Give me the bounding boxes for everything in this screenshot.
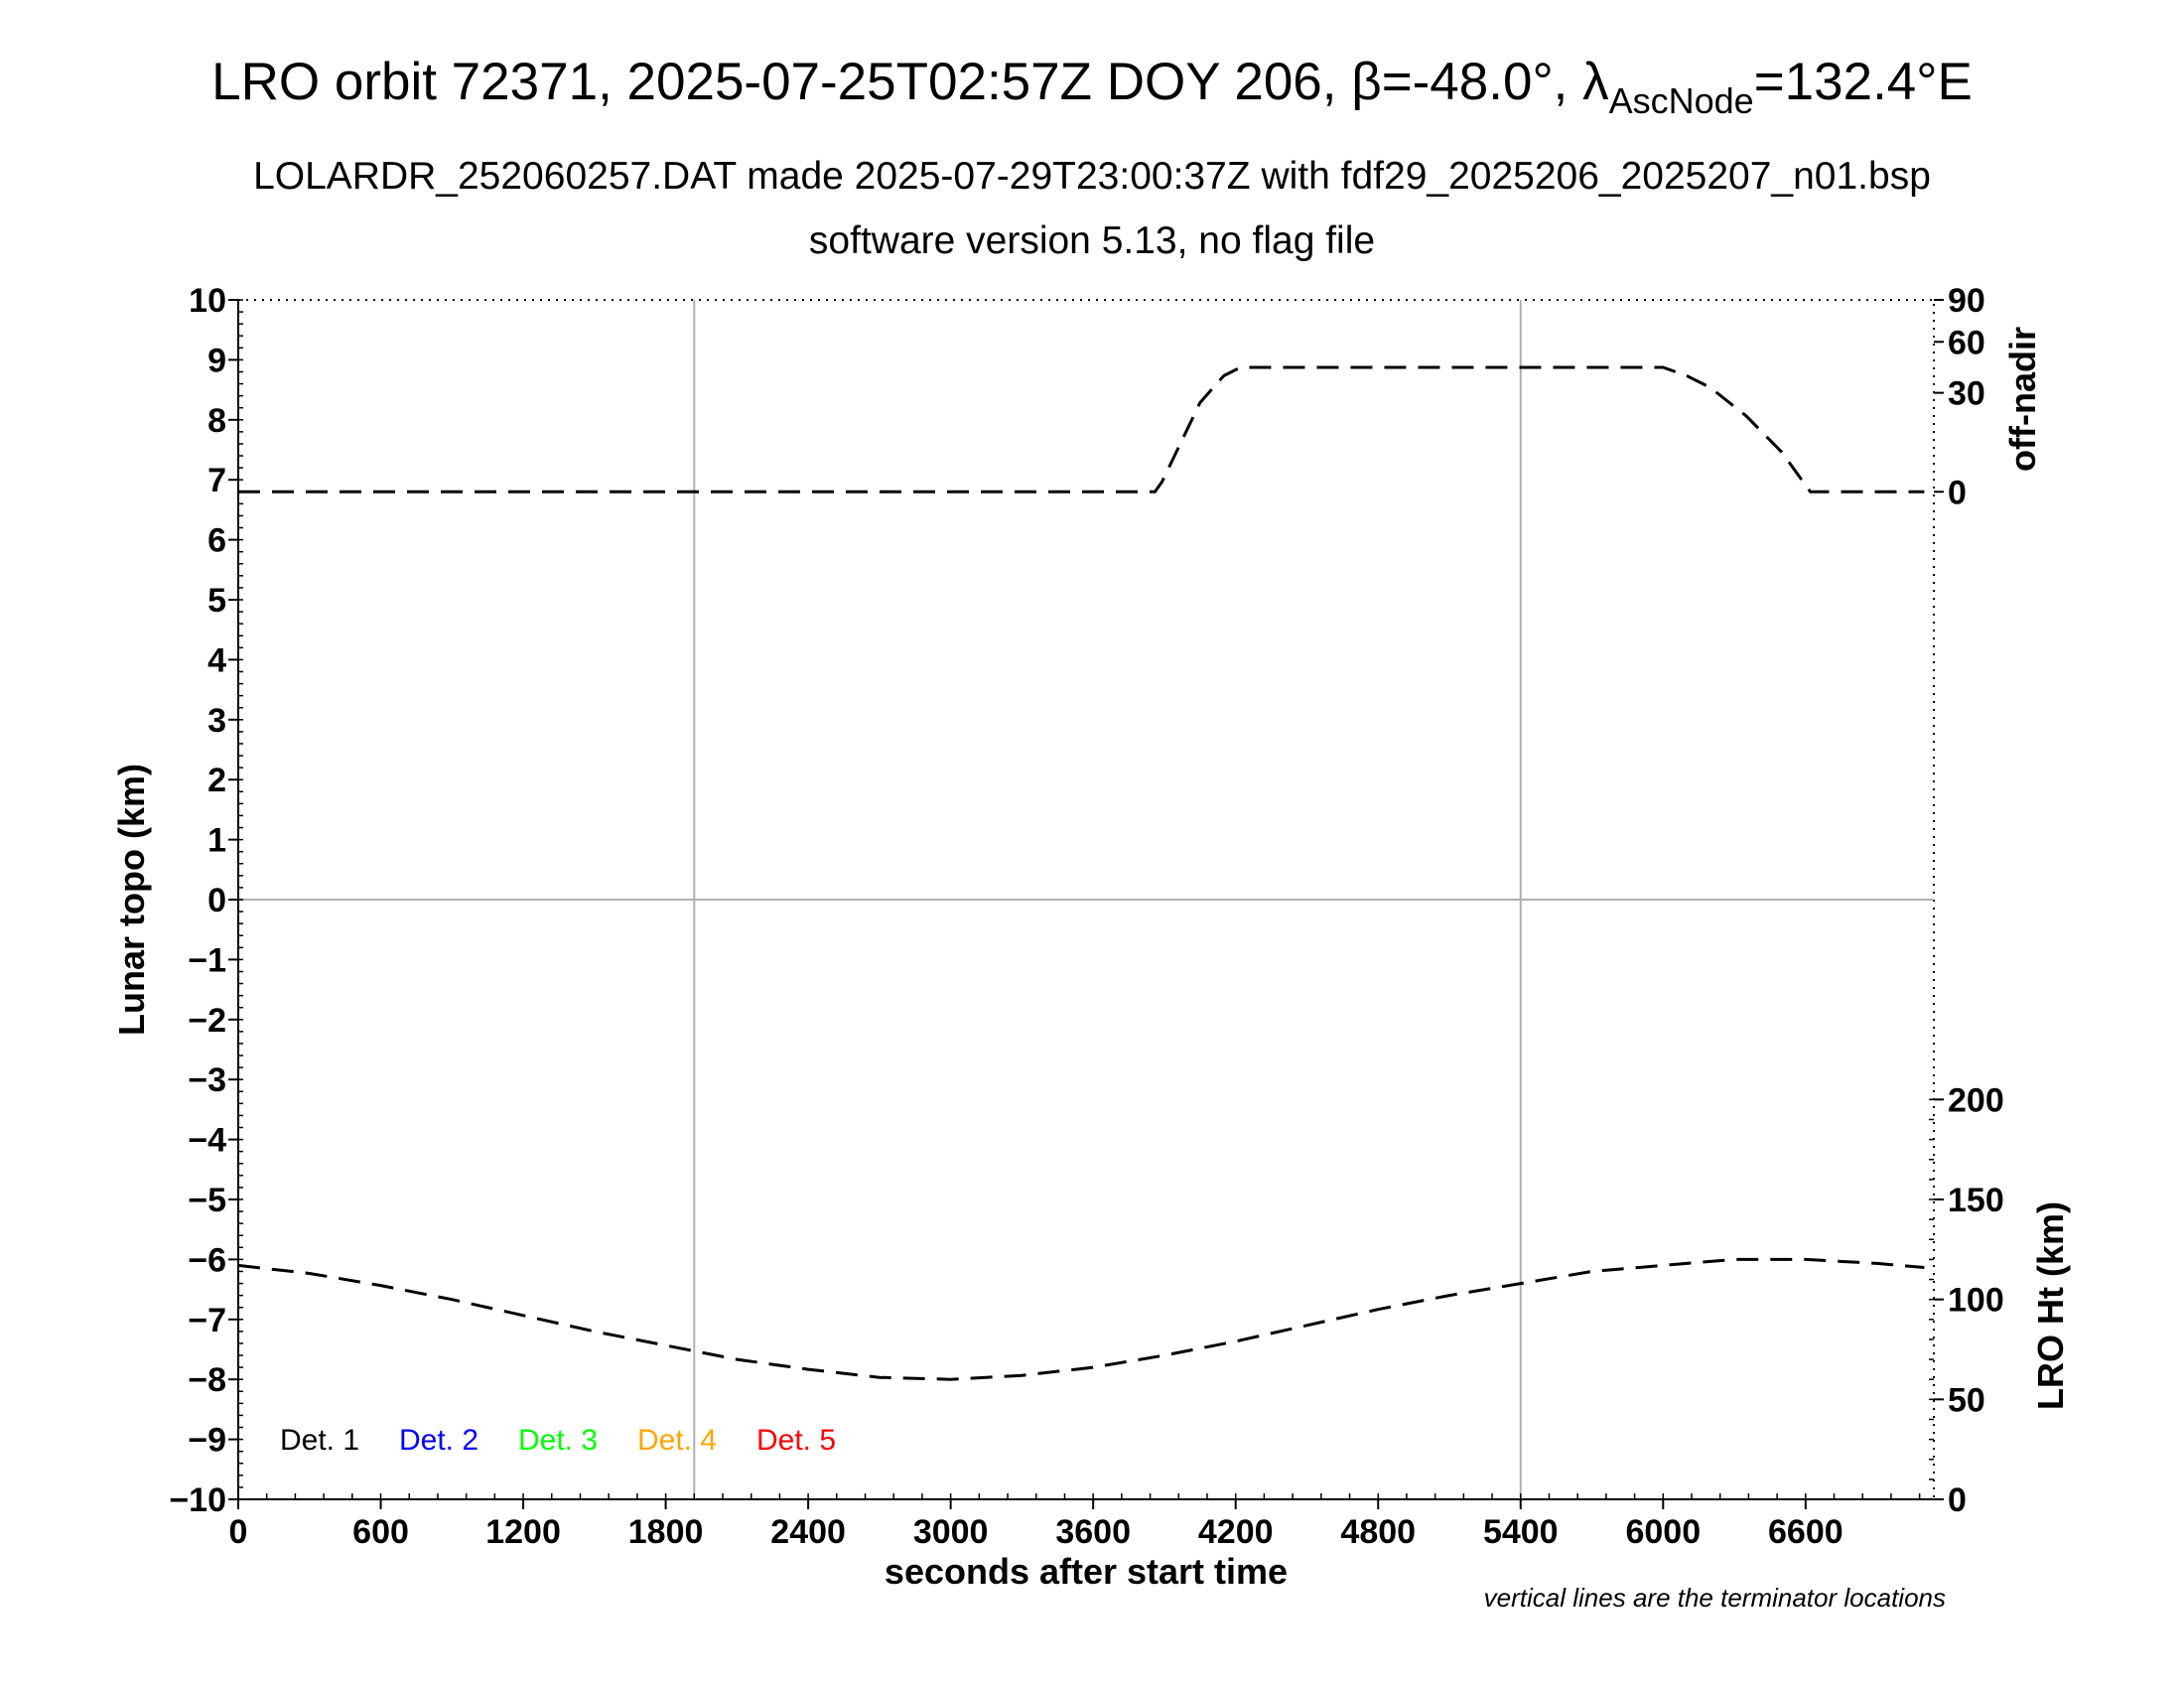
- legend-item: Det. 1: [280, 1424, 359, 1457]
- ht-tick-label: 50: [1948, 1381, 1985, 1419]
- y-tick-label: 2: [207, 762, 226, 799]
- chart-subtitle-version: software version 5.13, no flag file: [809, 219, 1375, 262]
- offnadir-tick-label: 60: [1948, 324, 1985, 361]
- y-tick-label: 7: [207, 462, 226, 499]
- x-tick-label: 1200: [485, 1513, 561, 1551]
- y-tick-label: −2: [188, 1002, 226, 1040]
- y-tick-label: 8: [207, 402, 226, 440]
- x-tick-label: 600: [352, 1513, 409, 1551]
- legend-item: Det. 5: [756, 1424, 836, 1457]
- legend-item: Det. 3: [518, 1424, 598, 1457]
- y-tick-label: −10: [169, 1481, 226, 1519]
- x-tick-label: 4800: [1340, 1513, 1416, 1551]
- offnadir-series-line: [238, 365, 1925, 493]
- y-tick-label: 9: [207, 342, 226, 379]
- y-tick-label: 4: [207, 641, 226, 679]
- chart-title: LRO orbit 72371, 2025-07-25T02:57Z DOY 2…: [211, 53, 1973, 121]
- y-tick-label: −3: [188, 1061, 226, 1099]
- grid-layer: [238, 300, 1934, 1499]
- offnadir-tick-label: 90: [1948, 282, 1985, 320]
- lro-height-series-line: [237, 1257, 1925, 1381]
- y-tick-label: 5: [207, 582, 226, 620]
- series-layer: [237, 365, 1925, 1381]
- y-tick-label: −6: [188, 1241, 226, 1279]
- terminator-note: vertical lines are the terminator locati…: [1484, 1583, 1946, 1613]
- y-tick-label: 0: [207, 882, 226, 919]
- ht-tick-label: 200: [1948, 1081, 2004, 1119]
- x-tick-label: 0: [229, 1513, 248, 1551]
- x-tick-label: 3600: [1055, 1513, 1131, 1551]
- y-tick-label: 10: [189, 282, 226, 320]
- y-tick-label: −7: [188, 1302, 226, 1339]
- offnadir-tick-label: 0: [1948, 474, 1967, 511]
- y-tick-label: −8: [188, 1361, 226, 1399]
- legend-item: Det. 4: [637, 1424, 717, 1457]
- x-tick-label: 4200: [1198, 1513, 1274, 1551]
- offnadir-tick-label: 30: [1948, 375, 1985, 413]
- legend: Det. 1 Det. 2 Det. 3 Det. 4 Det. 5: [280, 1424, 836, 1457]
- x-tick-label: 1800: [628, 1513, 704, 1551]
- legend-item: Det. 2: [399, 1424, 478, 1457]
- x-tick-label: 5400: [1483, 1513, 1559, 1551]
- y-tick-label: −1: [188, 941, 226, 979]
- y2-bottom-axis-label: LRO Ht (km): [2030, 1201, 2071, 1410]
- ht-tick-label: 100: [1948, 1282, 2004, 1320]
- x-tick-label: 6000: [1625, 1513, 1701, 1551]
- y-tick-label: 1: [207, 822, 226, 860]
- y-tick-label: −9: [188, 1422, 226, 1460]
- y-axis-label: Lunar topo (km): [111, 764, 152, 1036]
- x-tick-label: 3000: [913, 1513, 989, 1551]
- y-tick-label: 3: [207, 702, 226, 740]
- y2-top-axis-label: off-nadir: [2002, 327, 2043, 472]
- ht-tick-label: 0: [1948, 1481, 1967, 1519]
- ht-tick-label: 150: [1948, 1182, 2004, 1219]
- x-tick-label: 2400: [770, 1513, 846, 1551]
- y-tick-label: 6: [207, 522, 226, 560]
- y-tick-label: −5: [188, 1182, 226, 1219]
- x-tick-label: 6600: [1768, 1513, 1843, 1551]
- y-tick-label: −4: [188, 1122, 226, 1160]
- chart-subtitle-file: LOLARDR_252060257.DAT made 2025-07-29T23…: [253, 155, 1931, 198]
- x-axis-label: seconds after start time: [885, 1551, 1288, 1592]
